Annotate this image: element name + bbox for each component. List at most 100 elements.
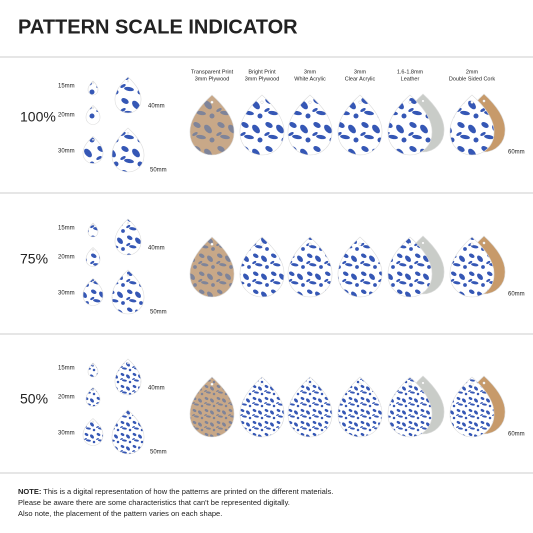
material-drop (337, 94, 383, 156)
material-drop (449, 94, 495, 156)
hole (92, 138, 94, 141)
hole (408, 382, 412, 386)
hole (92, 420, 94, 423)
size-label: 60mm (508, 292, 525, 298)
material-line1: Transparent Print (191, 69, 234, 75)
hole (92, 106, 94, 109)
scale-label: 100% (20, 109, 56, 125)
hole (92, 388, 94, 391)
hole (126, 414, 130, 417)
material-line2: 3mm Plywood (195, 76, 230, 82)
material-drop (337, 376, 383, 438)
hole (210, 382, 214, 386)
small-drop (82, 278, 104, 306)
size-label: 50mm (150, 450, 167, 456)
hole (126, 274, 130, 277)
hole (421, 99, 425, 103)
size-label: 60mm (508, 432, 525, 438)
material-line2: Leather (401, 76, 420, 82)
material-drop (287, 376, 333, 438)
size-label: 40mm (148, 104, 165, 110)
hole (127, 80, 129, 83)
note-line: Please be aware there are some character… (18, 498, 290, 507)
hole (308, 242, 312, 246)
material-drop (239, 376, 285, 438)
material-drop (189, 94, 235, 156)
scale-label: 50% (20, 391, 48, 407)
material-line2: 3mm Plywood (245, 76, 280, 82)
small-drop (111, 409, 145, 455)
small-drop (114, 358, 142, 396)
material-drop (287, 236, 333, 298)
material-drop (337, 236, 383, 298)
hole (260, 242, 264, 246)
hole (421, 381, 425, 385)
size-label: 50mm (150, 168, 167, 174)
small-drop (114, 218, 142, 256)
material-line2: White Acrylic (294, 76, 326, 82)
title: PATTERN SCALE INDICATOR (18, 16, 298, 38)
hole (260, 100, 264, 104)
material-drop (189, 376, 235, 438)
small-drop (87, 222, 99, 238)
hole (421, 241, 425, 245)
note: NOTE: This is a digital representation o… (18, 487, 333, 496)
hole (358, 242, 362, 246)
size-label: 40mm (148, 386, 165, 392)
size-label: 40mm (148, 246, 165, 252)
hole (482, 241, 486, 245)
size-label: 60mm (508, 150, 525, 156)
hole (127, 222, 129, 225)
material-drop (239, 236, 285, 298)
hole (308, 100, 312, 104)
size-label: 20mm (58, 113, 75, 119)
size-label: 30mm (58, 291, 75, 297)
material-drop (387, 236, 433, 298)
hole (92, 81, 94, 84)
hole (92, 363, 94, 366)
material-line1: 2mm (466, 69, 479, 75)
material-line2: Double Sided Cork (449, 76, 495, 82)
material-line2: Clear Acrylic (345, 76, 376, 82)
material-line1: 1.6-1.8mm (397, 69, 424, 75)
hole (408, 100, 412, 104)
hole (92, 248, 94, 251)
scale-label: 75% (20, 251, 48, 267)
small-drop (82, 136, 104, 164)
note-line: Also note, the placement of the pattern … (18, 509, 222, 518)
material-drop (387, 376, 433, 438)
hole (482, 381, 486, 385)
hole (408, 242, 412, 246)
material-line1: 3mm (304, 69, 317, 75)
size-label: 30mm (58, 149, 75, 155)
small-drop (111, 127, 145, 173)
small-drop (114, 76, 142, 114)
hole (210, 100, 214, 104)
hole (470, 100, 474, 104)
small-drop (87, 362, 99, 378)
size-label: 15mm (58, 84, 75, 90)
small-drop (82, 418, 104, 446)
hole (92, 280, 94, 283)
size-label: 20mm (58, 395, 75, 401)
hole (470, 242, 474, 246)
material-drop (449, 376, 495, 438)
hole (127, 362, 129, 365)
hole (260, 382, 264, 386)
material-drop (287, 94, 333, 156)
small-drop (87, 80, 99, 96)
small-drop (111, 269, 145, 315)
material-drop (449, 236, 495, 298)
hole (482, 99, 486, 103)
material-line1: 3mm (354, 69, 367, 75)
hole (92, 223, 94, 226)
small-drop (85, 247, 101, 267)
small-drop (85, 387, 101, 407)
size-label: 15mm (58, 366, 75, 372)
hole (126, 132, 130, 135)
hole (358, 100, 362, 104)
hole (470, 382, 474, 386)
note-label: NOTE: (18, 487, 41, 496)
material-drop (387, 94, 433, 156)
